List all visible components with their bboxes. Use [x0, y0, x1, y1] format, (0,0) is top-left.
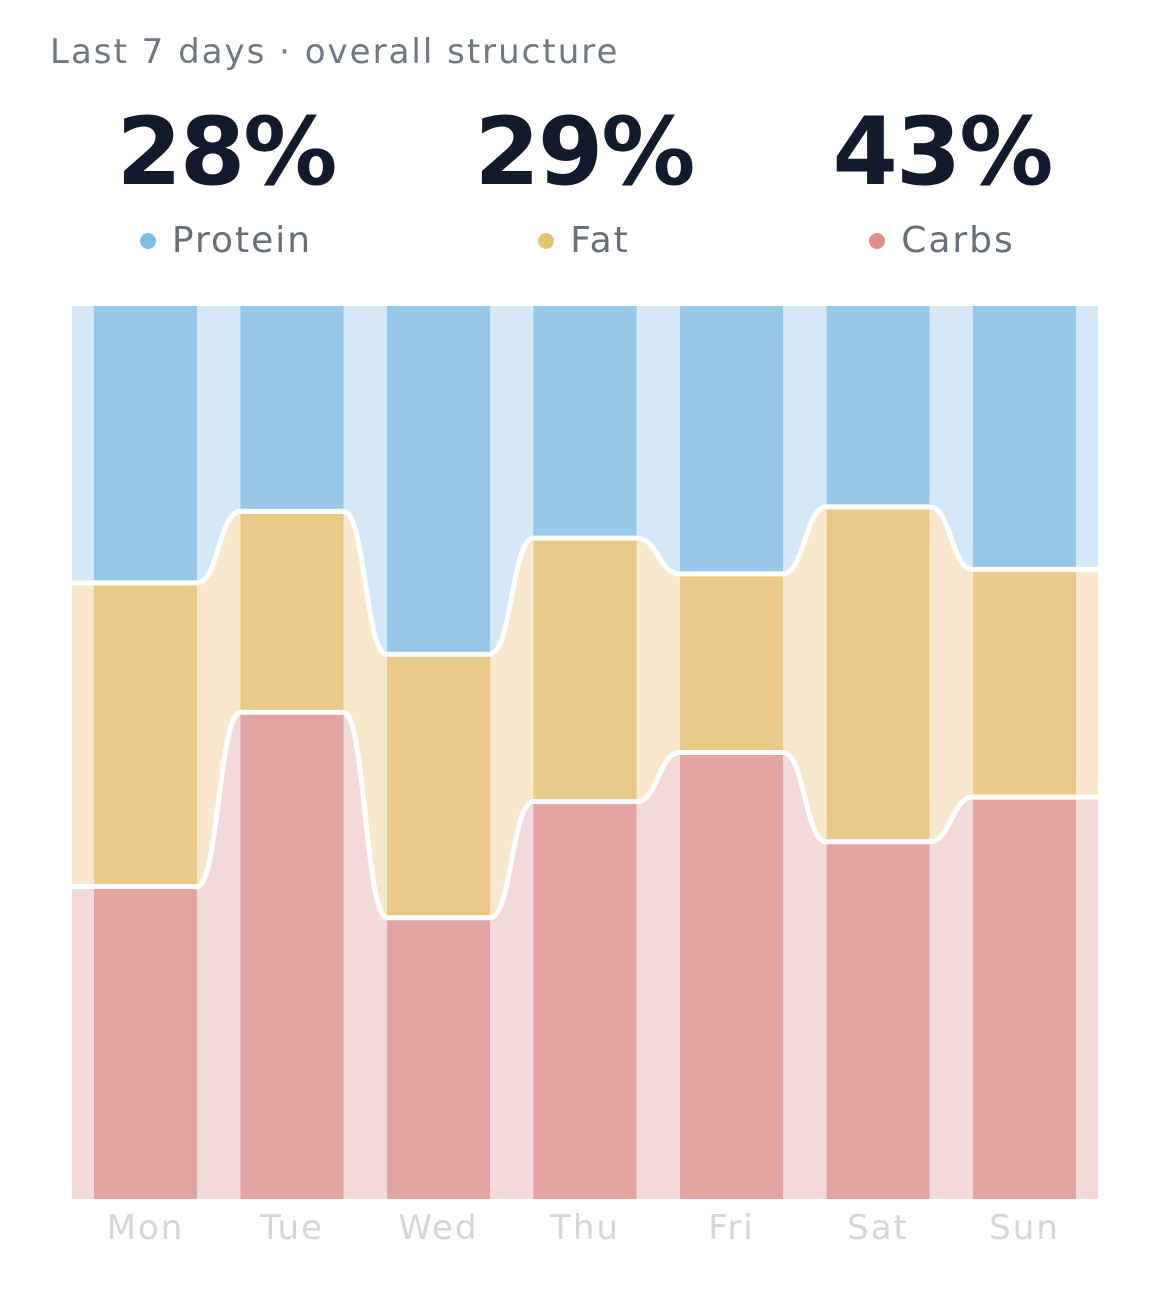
bar-fat-thu — [533, 538, 637, 802]
stat-fat-label: Fat — [570, 220, 630, 261]
bar-fat-mon — [94, 582, 197, 887]
x-tick-label-sun: Sun — [989, 1208, 1060, 1248]
fat-legend-dot — [538, 232, 555, 249]
x-tick-label-thu: Thu — [549, 1208, 620, 1248]
stat-protein: 28% Protein — [76, 98, 376, 261]
stat-carbs-label: Carbs — [901, 220, 1015, 261]
stat-fat: 29% Fat — [434, 98, 734, 261]
x-tick-label-fri: Fri — [708, 1208, 755, 1248]
stat-protein-legend: Protein — [76, 220, 376, 261]
bar-protein-thu — [533, 306, 637, 539]
bar-protein-fri — [680, 306, 783, 574]
stat-protein-value: 28% — [116, 98, 338, 207]
bar-carbs-sun — [973, 797, 1076, 1199]
x-tick-label-tue: Tue — [259, 1208, 324, 1248]
carbs-fat-boundary-line — [72, 709, 1098, 921]
bar-fat-tue — [240, 511, 344, 713]
x-tick-label-mon: Mon — [107, 1208, 185, 1248]
carbs-legend-dot — [869, 232, 886, 249]
stat-carbs-value: 43% — [832, 98, 1054, 207]
bar-protein-tue — [240, 306, 344, 512]
bar-fat-sun — [973, 569, 1076, 798]
bar-carbs-mon — [94, 886, 197, 1199]
stat-fat-legend: Fat — [434, 220, 734, 261]
bar-protein-sat — [826, 306, 930, 507]
bar-carbs-sat — [826, 841, 930, 1199]
stat-carbs: 43% Carbs — [792, 98, 1092, 261]
bar-carbs-thu — [533, 801, 637, 1199]
fat-protein-boundary-line — [72, 504, 1098, 657]
bar-protein-mon — [94, 306, 197, 583]
bar-fat-wed — [387, 654, 490, 918]
stat-fat-value: 29% — [474, 98, 696, 207]
bar-carbs-tue — [240, 712, 344, 1199]
bar-fat-fri — [680, 573, 783, 753]
bar-carbs-wed — [387, 917, 490, 1199]
card-subtitle: Last 7 days · overall structure — [50, 32, 620, 72]
x-tick-label-sat: Sat — [847, 1208, 909, 1248]
protein-legend-dot — [139, 232, 156, 249]
bar-protein-sun — [973, 306, 1076, 570]
stat-protein-label: Protein — [171, 220, 313, 261]
x-tick-label-wed: Wed — [398, 1208, 478, 1248]
stat-carbs-legend: Carbs — [792, 220, 1092, 261]
bar-protein-wed — [387, 306, 490, 655]
bar-carbs-fri — [680, 752, 783, 1199]
bar-fat-sat — [826, 506, 930, 842]
